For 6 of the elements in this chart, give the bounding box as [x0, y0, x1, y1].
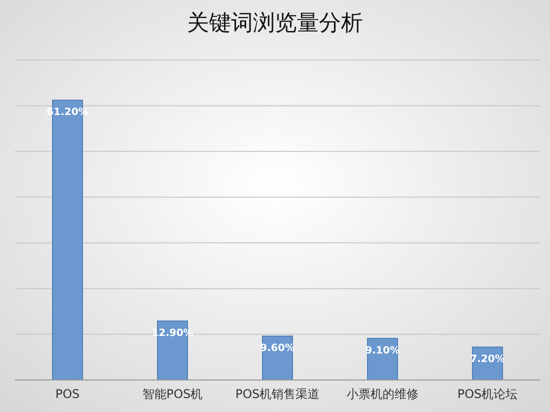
x-tick-label: 智能POS机	[142, 387, 203, 401]
x-tick-label: POS机论坛	[457, 387, 518, 401]
x-tick-label: POS机销售渠道	[235, 387, 320, 401]
x-tick-label: POS	[55, 387, 80, 401]
chart-title: 关键词浏览量分析	[187, 11, 363, 36]
x-tick-label: 小票机的维修	[346, 387, 418, 401]
